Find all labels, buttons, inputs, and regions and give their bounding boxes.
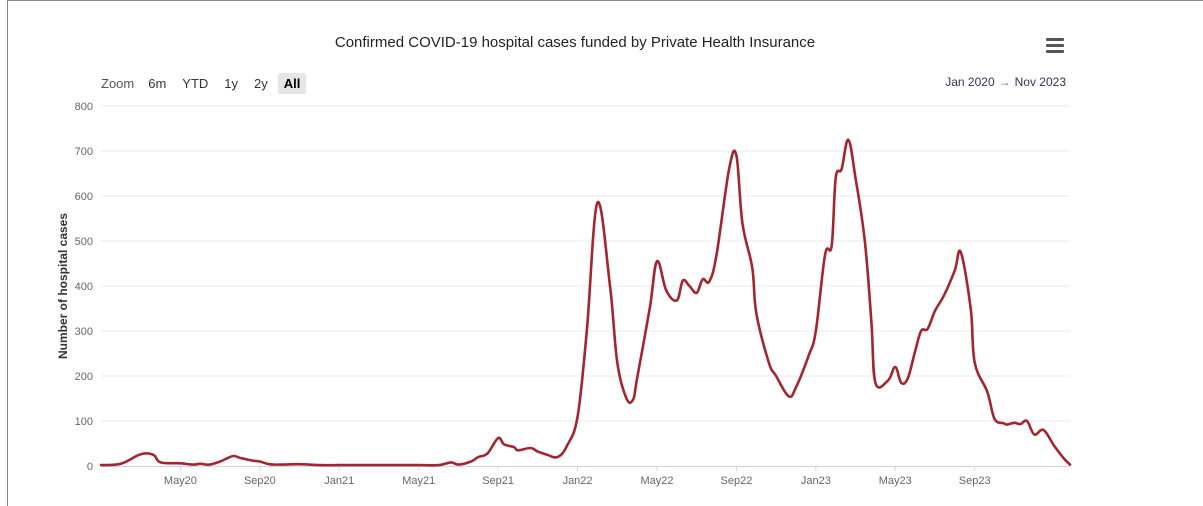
x-tick-label: May21 xyxy=(402,475,435,487)
date-range-from[interactable]: Jan 2020 xyxy=(945,75,995,89)
x-tick-label: May22 xyxy=(640,475,673,487)
x-axis-ticks: May20 Sep20 Jan21 May21 Sep21 Jan22 May22 Sep22… xyxy=(164,466,991,487)
date-range[interactable]: Jan 2020 → Nov 2023 xyxy=(945,75,1066,89)
range-selector: Zoom 6m YTD 1y 2y All xyxy=(101,72,310,94)
range-button-6m[interactable]: 6m xyxy=(148,75,167,91)
y-tick-label: 700 xyxy=(75,146,93,158)
y-axis-label: Number of hospital cases xyxy=(56,213,70,359)
date-range-to[interactable]: Nov 2023 xyxy=(1014,75,1066,89)
y-tick-label: 300 xyxy=(75,326,93,338)
y-tick-label: 600 xyxy=(75,191,93,203)
y-axis-ticks: 0 100 200 300 400 500 600 700 800 xyxy=(75,101,93,473)
y-tick-label: 800 xyxy=(75,101,93,113)
y-tick-label: 100 xyxy=(75,416,93,428)
x-tick-label: Sep22 xyxy=(721,475,753,487)
hamburger-menu-icon[interactable] xyxy=(1046,38,1068,58)
x-tick-label: Sep23 xyxy=(959,475,991,487)
chart-title: Confirmed COVID-19 hospital cases funded… xyxy=(334,34,816,51)
series-line[interactable] xyxy=(99,138,1072,467)
y-tick-label: 500 xyxy=(75,236,93,248)
zoom-label: Zoom xyxy=(101,75,135,91)
x-tick-label: Jan21 xyxy=(324,475,354,487)
x-tick-label: Sep21 xyxy=(482,475,514,487)
x-tick-label: May23 xyxy=(879,475,912,487)
x-tick-label: Sep20 xyxy=(244,475,276,487)
range-button-all[interactable]: All xyxy=(277,72,307,94)
y-tick-label: 0 xyxy=(87,461,93,473)
grid-lines xyxy=(101,105,1070,422)
range-button-ytd[interactable]: YTD xyxy=(182,75,209,91)
x-tick-label: May20 xyxy=(164,475,197,487)
chart-frame xyxy=(7,0,1203,506)
x-tick-label: Jan22 xyxy=(563,475,593,487)
y-tick-label: 400 xyxy=(75,281,93,293)
date-range-arrow: → xyxy=(998,75,1011,89)
range-button-1y[interactable]: 1y xyxy=(224,75,239,91)
x-tick-label: Jan23 xyxy=(801,475,831,487)
y-tick-label: 200 xyxy=(75,371,93,383)
range-button-2y[interactable]: 2y xyxy=(254,75,268,91)
